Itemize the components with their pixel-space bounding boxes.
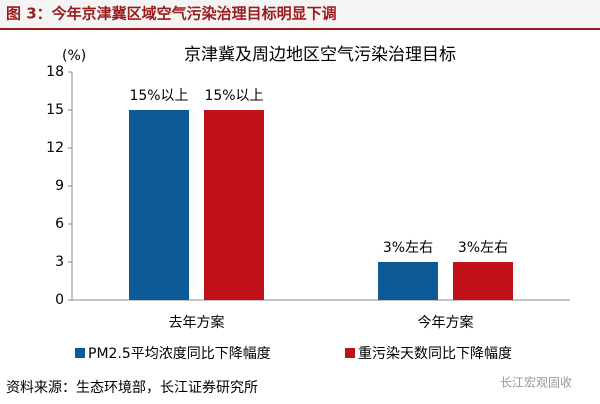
header-title: 图 3：今年京津冀区域空气污染治理目标明显下调 xyxy=(6,5,337,23)
y-tick-label: 3 xyxy=(55,254,64,270)
bar xyxy=(204,110,264,300)
chart-title: 京津冀及周边地区空气污染治理目标 xyxy=(184,45,456,65)
y-axis-label: (%) xyxy=(62,48,86,64)
value-label: 15%以上 xyxy=(129,88,188,104)
bar xyxy=(453,262,513,300)
y-tick-label: 6 xyxy=(55,216,64,232)
source: 资料来源：生态环境部，长江证券研究所 xyxy=(6,380,258,396)
legend-swatch xyxy=(345,348,355,358)
x-tick-label: 去年方案 xyxy=(169,314,225,331)
x-tick-label: 今年方案 xyxy=(418,314,474,331)
legend-swatch xyxy=(75,348,85,358)
legend-label: PM2.5平均浓度同比下降幅度 xyxy=(88,346,271,362)
y-tick-label: 9 xyxy=(55,178,64,194)
value-label: 3%左右 xyxy=(458,240,508,256)
watermark: 长江宏观固收 xyxy=(500,375,572,390)
legend-label: 重污染天数同比下降幅度 xyxy=(358,346,512,362)
bar xyxy=(378,262,438,300)
header-bar xyxy=(0,0,600,28)
y-tick-label: 18 xyxy=(46,64,64,80)
y-tick-label: 12 xyxy=(46,140,64,156)
y-tick-label: 0 xyxy=(55,292,64,308)
y-tick-label: 15 xyxy=(46,102,64,118)
bar xyxy=(129,110,189,300)
value-label: 3%左右 xyxy=(383,240,433,256)
value-label: 15%以上 xyxy=(204,88,263,104)
